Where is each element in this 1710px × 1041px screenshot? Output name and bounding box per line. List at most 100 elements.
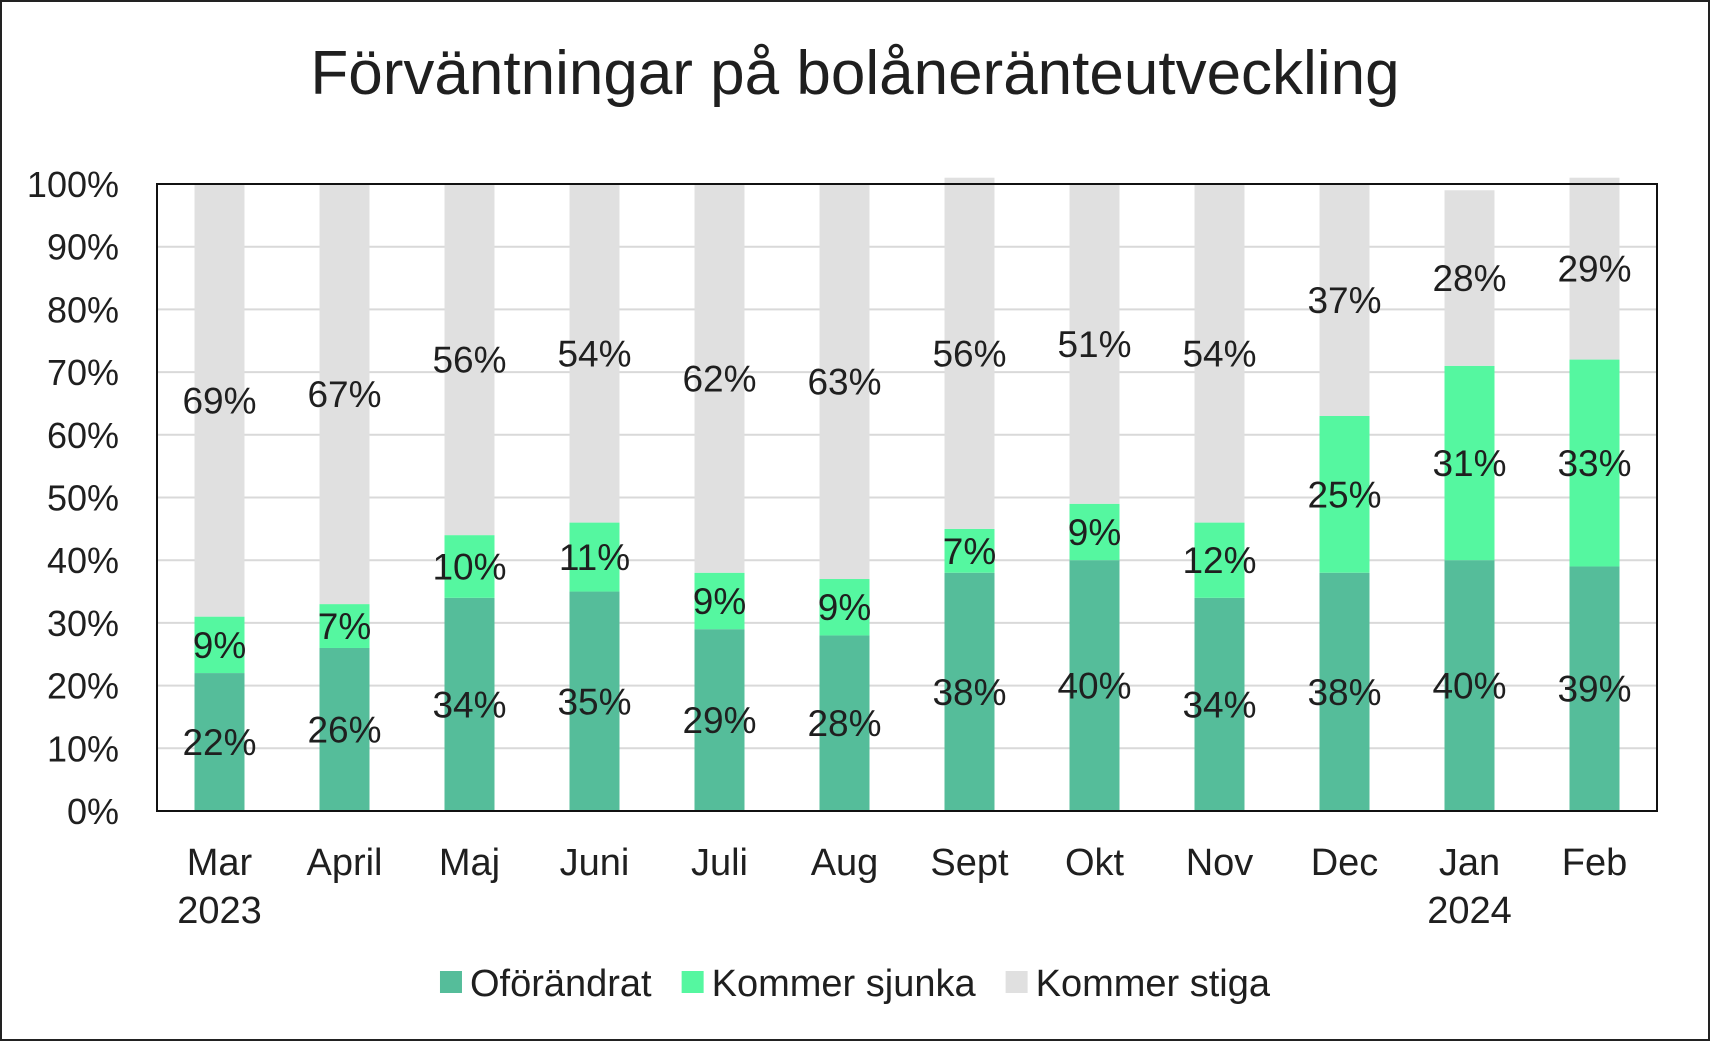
bar-segment	[1444, 365, 1495, 561]
data-label: 40%	[1057, 666, 1131, 707]
data-label: 26%	[307, 709, 381, 750]
data-label: 7%	[318, 606, 371, 647]
bar-segment	[694, 629, 745, 811]
data-label: 39%	[1557, 669, 1631, 710]
x-axis-categories: Mar 2023 April Maj Juni Juli Aug Sept Okt Nov Dec J…	[177, 842, 1627, 932]
x-category-label: Okt	[1065, 842, 1125, 884]
data-label: 28%	[807, 703, 881, 744]
bar-segment	[1319, 184, 1370, 416]
data-labels: 22% 9% 69% 26% 7% 67% 34% 10% 56% 35% 11% 54% 29% 9% 6…	[182, 249, 1631, 763]
y-tick-label: 50%	[47, 478, 119, 519]
bar-segment	[944, 528, 995, 573]
chart-title: Förväntningar på bolåneränteutveckling	[310, 39, 1399, 108]
data-label: 31%	[1432, 443, 1506, 484]
data-label: 37%	[1307, 280, 1381, 321]
bar-segment	[1444, 560, 1495, 811]
data-label: 62%	[682, 358, 756, 399]
y-tick-label: 40%	[47, 540, 119, 581]
x-category-label: Feb	[1562, 842, 1627, 884]
data-label: 51%	[1057, 324, 1131, 365]
data-label: 29%	[1557, 249, 1631, 290]
data-label: 54%	[557, 333, 631, 374]
bar-segment	[944, 177, 995, 529]
x-category-label: Dec	[1311, 842, 1379, 884]
bar-segment	[444, 184, 495, 536]
y-tick-label: 80%	[47, 289, 119, 330]
bar-segment	[1069, 503, 1120, 561]
x-category-label: April	[306, 842, 382, 884]
data-label: 7%	[943, 531, 996, 572]
y-tick-label: 10%	[47, 728, 119, 769]
legend-swatch	[439, 971, 462, 993]
x-category-label: Juli	[691, 842, 748, 884]
data-label: 22%	[182, 722, 256, 763]
bar-segment	[1569, 566, 1620, 811]
gridlines	[157, 245, 1657, 750]
data-label: 35%	[557, 681, 631, 722]
bar-segment	[194, 673, 245, 811]
bar-segment	[569, 591, 620, 811]
bar-segment	[1319, 415, 1370, 573]
legend-label: Oförändrat	[470, 963, 652, 1005]
data-label: 54%	[1182, 333, 1256, 374]
x-category-label: Nov	[1186, 842, 1254, 884]
bar-segment	[1569, 177, 1620, 360]
x-category-label: Maj	[439, 842, 500, 884]
bar-segment	[1319, 572, 1370, 811]
y-tick-label: 100%	[27, 164, 119, 205]
legend-swatch	[1005, 971, 1028, 993]
y-tick-label: 60%	[47, 415, 119, 456]
x-category-label: Aug	[811, 842, 879, 884]
data-label: 69%	[182, 380, 256, 421]
data-label: 9%	[693, 581, 746, 622]
bar-segment	[1194, 597, 1245, 811]
bars	[194, 177, 1620, 811]
bar-segment	[319, 604, 370, 648]
y-tick-label: 30%	[47, 603, 119, 644]
y-tick-label: 20%	[47, 666, 119, 707]
bar-segment	[694, 184, 745, 573]
data-label: 38%	[932, 672, 1006, 713]
bar-segment	[194, 616, 245, 674]
bar-segment	[819, 184, 870, 580]
data-label: 12%	[1182, 540, 1256, 581]
data-label: 9%	[193, 625, 246, 666]
data-label: 38%	[1307, 672, 1381, 713]
bar-segment	[444, 535, 495, 598]
data-label: 67%	[307, 374, 381, 415]
bar-segment	[1194, 522, 1245, 598]
bar-segment	[569, 522, 620, 592]
legend-label: Kommer sjunka	[712, 963, 977, 1005]
data-label: 34%	[1182, 684, 1256, 725]
data-label: 33%	[1557, 443, 1631, 484]
data-label: 29%	[682, 700, 756, 741]
x-category-label: Jan	[1439, 842, 1500, 884]
bar-segment	[1069, 184, 1120, 504]
legend-swatch	[681, 971, 704, 993]
data-label: 28%	[1432, 258, 1506, 299]
data-label: 40%	[1432, 666, 1506, 707]
bar-segment	[1194, 184, 1245, 523]
bar-segment	[1069, 560, 1120, 811]
bar-segment	[319, 647, 370, 811]
x-category-label: 2023	[177, 890, 262, 932]
bar-segment	[1569, 359, 1620, 567]
data-label: 11%	[559, 537, 630, 578]
x-category-label: Mar	[187, 842, 253, 884]
data-label: 34%	[432, 684, 506, 725]
legend-label: Kommer stiga	[1036, 963, 1271, 1005]
legend: Oförändrat Kommer sjunka Kommer stiga	[439, 963, 1271, 1005]
data-label: 63%	[807, 362, 881, 403]
bar-segment	[819, 579, 870, 636]
plot-area-border	[156, 183, 1658, 812]
x-category-label: Juni	[560, 842, 630, 884]
y-tick-label: 90%	[47, 227, 119, 268]
x-category-label: Sept	[930, 842, 1009, 884]
data-label: 9%	[818, 587, 871, 628]
bar-segment	[319, 184, 370, 605]
data-label: 56%	[932, 333, 1006, 374]
bar-segment	[1444, 190, 1495, 366]
y-tick-label: 0%	[67, 791, 119, 832]
bar-segment	[694, 572, 745, 630]
